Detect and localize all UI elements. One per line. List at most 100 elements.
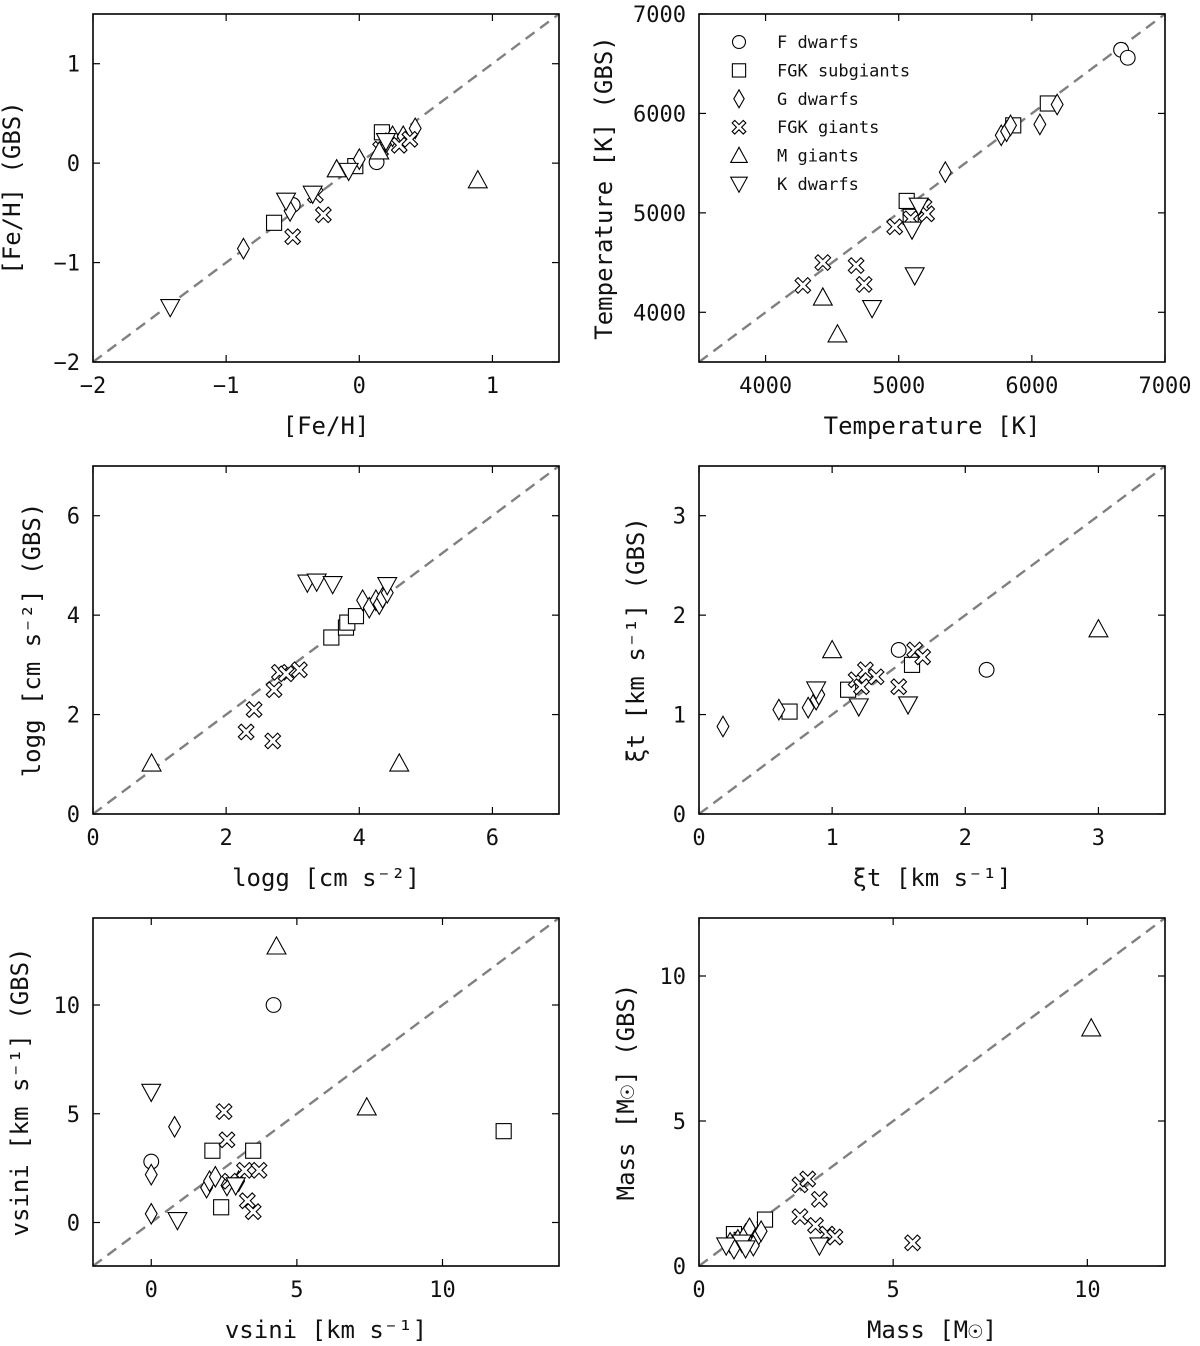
cross-marker <box>847 256 865 275</box>
triangle-down-marker <box>376 577 398 596</box>
triangle-up-marker <box>266 935 287 955</box>
legend-triangle-up-icon <box>729 146 749 163</box>
triangle-down-marker <box>275 192 297 212</box>
cross-marker <box>284 228 302 246</box>
scatter-panel-1: −2 −1 0 1 −2 −1 0 1 [Fe/H] [Fe/H] (GBS) <box>0 13 560 440</box>
y-tick-label: 2 <box>673 604 686 629</box>
diamond-marker <box>1050 93 1064 116</box>
legend-label: FGK giants <box>777 118 879 138</box>
x-tick-label: 0 <box>692 1278 705 1303</box>
markers-group <box>140 935 512 1231</box>
one-to-one-line <box>93 918 559 1266</box>
diamond-marker <box>772 698 786 721</box>
y-tick-label: 0 <box>673 1255 686 1280</box>
cross-marker <box>277 665 295 683</box>
cross-marker <box>244 1203 262 1221</box>
legend-cross-icon <box>731 119 747 135</box>
y-tick-label: 10 <box>660 965 687 990</box>
triangle-down-marker <box>809 1237 830 1257</box>
triangle-up-marker <box>1080 1017 1102 1037</box>
legend-circle-icon <box>731 34 747 50</box>
x-tick-label: 5000 <box>872 374 925 399</box>
y-tick-label: 1 <box>673 704 686 729</box>
y-axis-label: Mass [M☉] (GBS) <box>612 984 640 1201</box>
triangle-down-marker <box>159 299 181 318</box>
triangle-down-marker <box>897 696 919 716</box>
legend-label: G dwarfs <box>777 90 859 110</box>
x-axis-label: Temperature [K] <box>824 412 1041 440</box>
scatter-panel-4: 0 1 2 3 0 1 2 3 ξt [km s⁻¹] ξt [km s⁻¹] (GBS) <box>622 465 1166 892</box>
diamond-marker <box>801 696 815 719</box>
y-tick-label: 1 <box>67 53 80 78</box>
legend-label: K dwarfs <box>777 175 859 195</box>
cross-marker <box>814 254 832 272</box>
plots-group: −2 −1 0 1−2−101[Fe/H][Fe/H] (GBS)4000 5000 60… <box>0 3 1191 1344</box>
square-marker <box>204 1142 221 1159</box>
triangle-down-marker <box>322 576 344 595</box>
cross-marker <box>265 681 283 699</box>
cross-marker <box>826 1228 844 1246</box>
triangle-up-marker <box>827 323 848 343</box>
triangle-up-marker <box>812 286 834 306</box>
x-tick-label: −2 <box>80 374 107 399</box>
legend: F dwarfs FGK subgiants G dwarfs FGK giants M… <box>729 33 910 195</box>
scatter-panel-6: 0 5 10 0 5 10 Mass [M☉] Mass [M☉] (GBS) <box>612 917 1166 1344</box>
triangle-down-marker <box>735 1240 756 1260</box>
triangle-down-marker <box>861 300 883 319</box>
x-axis-label: ξt [km s⁻¹] <box>853 864 1012 892</box>
one-to-one-line <box>93 14 559 362</box>
square-marker <box>245 1142 262 1159</box>
cross-marker <box>215 1103 233 1121</box>
y-axis-label: ξt [km s⁻¹] (GBS) <box>622 517 650 763</box>
markers-group <box>794 41 1136 343</box>
x-tick-label: 4 <box>353 826 366 851</box>
y-tick-label: −2 <box>54 351 81 376</box>
circle-marker <box>1119 49 1136 66</box>
y-tick-label: 4 <box>67 604 80 629</box>
y-tick-label: −1 <box>54 252 81 277</box>
triangle-up-marker <box>1088 618 1109 638</box>
legend-square-icon <box>731 63 747 78</box>
plot-frame <box>698 13 1166 363</box>
diamond-marker <box>1004 114 1018 137</box>
square-marker <box>495 1123 512 1140</box>
x-tick-label: 5 <box>887 1278 900 1303</box>
x-axis-label: vsini [km s⁻¹] <box>225 1316 427 1344</box>
cross-marker <box>250 1161 268 1179</box>
x-axis-label: [Fe/H] <box>283 412 370 440</box>
square-marker <box>213 1199 230 1216</box>
cross-marker <box>799 1170 817 1188</box>
triangle-up-marker <box>356 1096 378 1116</box>
circle-marker <box>890 642 907 658</box>
x-tick-label: 3 <box>1092 826 1105 851</box>
cross-marker <box>852 678 871 696</box>
triangle-down-marker <box>805 681 827 701</box>
y-tick-label: 6 <box>67 505 80 530</box>
y-axis-label: Temperature [K] (GBS) <box>590 36 618 339</box>
triangle-down-marker <box>167 1212 188 1231</box>
cross-marker <box>218 1131 236 1149</box>
markers-group <box>159 116 489 318</box>
cross-marker <box>235 1161 254 1179</box>
triangle-down-marker <box>306 573 328 593</box>
y-tick-label: 6000 <box>633 102 686 127</box>
triangle-up-marker <box>467 169 489 189</box>
legend-triangle-down-icon <box>729 176 749 194</box>
plot-frame <box>92 465 560 815</box>
triangle-down-marker <box>848 698 870 718</box>
x-tick-label: 1 <box>486 374 499 399</box>
x-tick-label: 0 <box>353 374 366 399</box>
y-tick-label: 5000 <box>633 202 686 227</box>
x-tick-label: 2 <box>220 826 233 851</box>
one-to-one-line <box>699 14 1165 362</box>
triangle-up-marker <box>141 752 162 772</box>
diamond-marker <box>168 1115 182 1139</box>
y-tick-label: 2 <box>67 704 80 729</box>
square-marker <box>265 214 283 231</box>
y-axis-label: [Fe/H] (GBS) <box>0 101 26 274</box>
triangle-down-marker <box>140 1083 162 1103</box>
circle-marker <box>265 997 282 1013</box>
triangle-down-marker <box>338 162 359 182</box>
y-tick-label: 7000 <box>633 3 686 28</box>
x-tick-label: −1 <box>213 374 240 399</box>
